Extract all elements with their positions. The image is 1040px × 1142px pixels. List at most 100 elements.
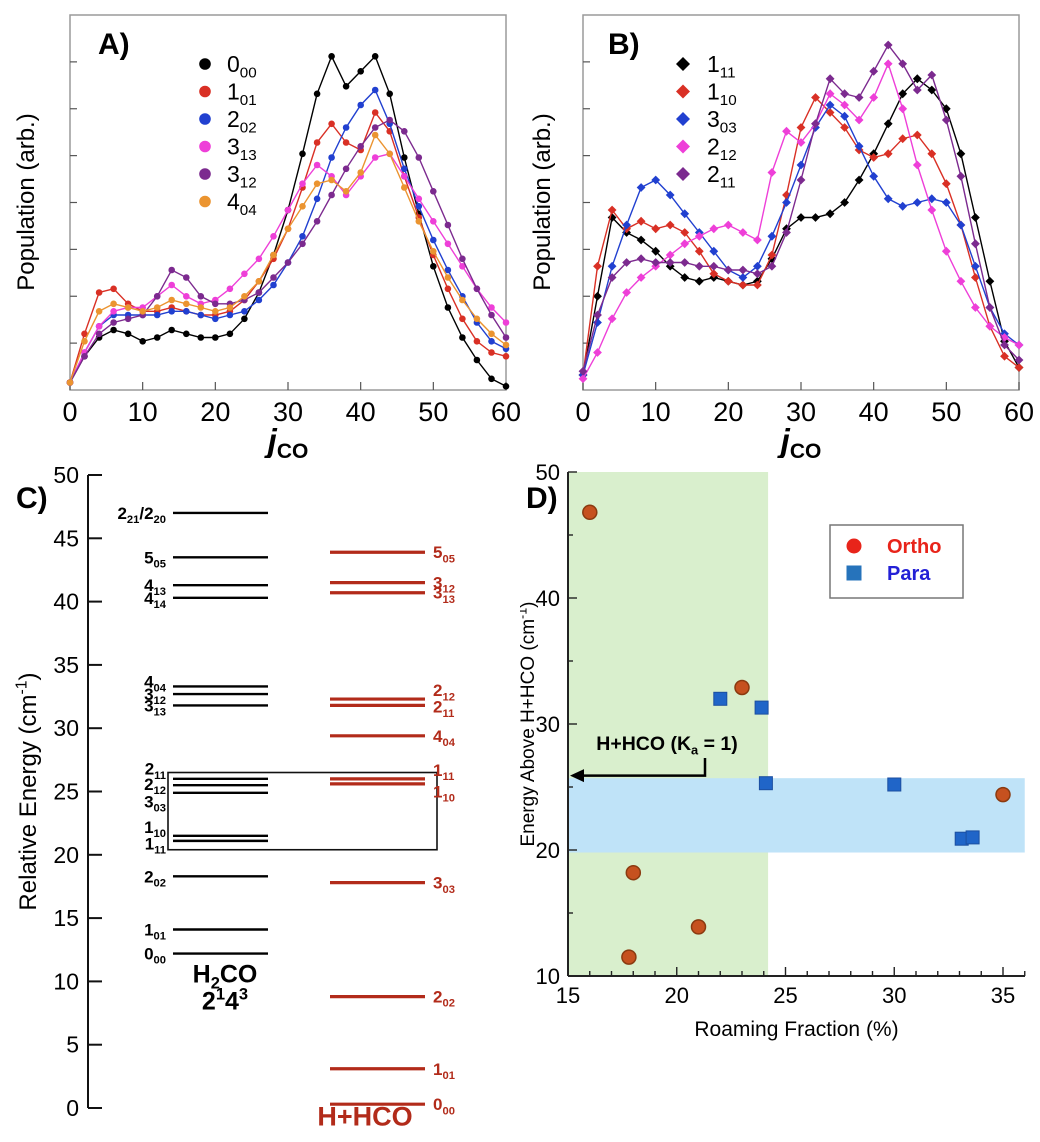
data-point-marker xyxy=(636,273,646,282)
data-point-marker xyxy=(168,326,175,334)
x-tick-label: 50 xyxy=(418,397,448,427)
y-tick-label: 50 xyxy=(536,460,560,485)
data-point-marker xyxy=(753,261,762,271)
data-point-marker xyxy=(444,240,452,248)
h2co-title: H2CO xyxy=(193,961,258,993)
data-point-marker xyxy=(898,134,908,144)
x-tick-label: 30 xyxy=(786,397,816,427)
data-point-marker xyxy=(869,93,879,102)
data-point-marker xyxy=(680,239,690,249)
data-point-marker xyxy=(971,239,980,249)
data-point-marker xyxy=(153,334,161,341)
legend-box xyxy=(829,524,964,599)
legend-label: 202 xyxy=(227,106,257,137)
data-point-marker xyxy=(723,220,733,230)
data-point-marker xyxy=(488,338,495,345)
h2co-level-label: 202 xyxy=(144,867,166,889)
data-point-marker xyxy=(342,83,350,90)
data-point-marker xyxy=(430,218,437,225)
legend-label: 110 xyxy=(707,79,737,110)
x-tick-label: 0 xyxy=(575,397,590,427)
hhco-level-label: 212 xyxy=(433,681,455,703)
data-point-marker xyxy=(971,273,980,282)
ortho-point xyxy=(625,864,642,881)
h2co-level-label: 111 xyxy=(145,834,166,856)
h2co-level-label: 221/220 xyxy=(117,504,166,526)
data-point-marker xyxy=(651,224,661,234)
legend-label: Ortho xyxy=(887,536,941,558)
data-point-marker xyxy=(473,285,481,293)
data-point-marker xyxy=(110,285,117,293)
data-point-marker xyxy=(255,296,263,304)
data-point-marker xyxy=(883,59,893,69)
h2co-level-label: 404 xyxy=(144,672,167,694)
data-point-marker xyxy=(328,191,335,199)
data-point-marker xyxy=(767,168,777,177)
data-point-marker xyxy=(825,209,835,219)
data-point-marker xyxy=(622,288,631,297)
data-point-marker xyxy=(927,85,937,95)
data-point-marker xyxy=(415,154,423,161)
data-point-marker xyxy=(883,119,893,129)
data-point-marker xyxy=(825,74,835,84)
x-tick-label: 20 xyxy=(665,983,689,1008)
h2co-level-label: 413 xyxy=(144,576,166,598)
data-point-marker xyxy=(502,383,510,390)
h2co-title: 2143 xyxy=(202,986,248,1016)
x-tick-label: 60 xyxy=(1004,397,1034,427)
data-point-marker xyxy=(694,276,704,286)
data-point-marker xyxy=(313,195,321,203)
data-point-marker xyxy=(622,220,631,230)
legend-label: 211 xyxy=(707,161,736,192)
data-point-marker xyxy=(342,165,350,173)
data-point-marker xyxy=(1000,351,1009,361)
hhco-level-label: 111 xyxy=(433,761,454,783)
data-point-marker xyxy=(927,205,937,215)
legend-marker xyxy=(676,57,690,71)
para-point xyxy=(758,776,773,791)
hhco-ka1-annotation: H+HCO (Ka = 1) xyxy=(570,733,738,783)
data-point-marker xyxy=(212,308,219,315)
data-point-marker xyxy=(680,209,690,219)
data-point-marker xyxy=(183,330,190,338)
h2co-level-label: 313 xyxy=(144,696,166,718)
data-point-marker xyxy=(386,150,394,158)
legend-marker-ortho xyxy=(846,538,862,554)
plot-frame xyxy=(69,14,507,391)
legend-label: 101 xyxy=(227,79,257,110)
x-tick-label: 10 xyxy=(128,397,158,427)
data-point-marker xyxy=(593,291,602,301)
energy-tick-label: 50 xyxy=(53,462,79,488)
x-tick-label: 30 xyxy=(882,983,906,1008)
data-point-marker xyxy=(430,188,437,195)
data-series-0 xyxy=(578,74,1024,380)
data-point-marker xyxy=(386,90,394,98)
data-point-marker xyxy=(694,261,704,271)
data-point-marker xyxy=(284,225,292,233)
h2co-level-label: 211 xyxy=(145,760,166,782)
energy-tick-label: 5 xyxy=(66,1032,79,1058)
data-point-marker xyxy=(985,321,995,331)
h2co-level-label: 212 xyxy=(144,775,166,797)
data-point-marker xyxy=(694,246,704,256)
data-point-marker xyxy=(607,261,617,271)
x-axis-title: jCO xyxy=(264,422,309,458)
data-point-marker xyxy=(680,228,690,237)
hhco-level-label: 101 xyxy=(433,1060,455,1082)
data-point-marker xyxy=(651,258,661,267)
data-series-1 xyxy=(66,109,510,386)
data-point-marker xyxy=(854,175,864,185)
data-point-marker xyxy=(825,108,835,117)
legend-marker xyxy=(199,140,211,153)
data-point-marker xyxy=(430,236,437,244)
data-point-marker xyxy=(270,281,277,289)
x-tick-label: 20 xyxy=(713,397,743,427)
data-point-marker xyxy=(66,379,74,386)
data-point-marker xyxy=(651,246,661,256)
legend-marker xyxy=(676,167,690,181)
data-point-marker xyxy=(869,153,879,162)
h2co-level-label: 303 xyxy=(144,793,166,815)
data-point-marker xyxy=(502,341,510,349)
energy-tick-label: 20 xyxy=(53,842,79,868)
